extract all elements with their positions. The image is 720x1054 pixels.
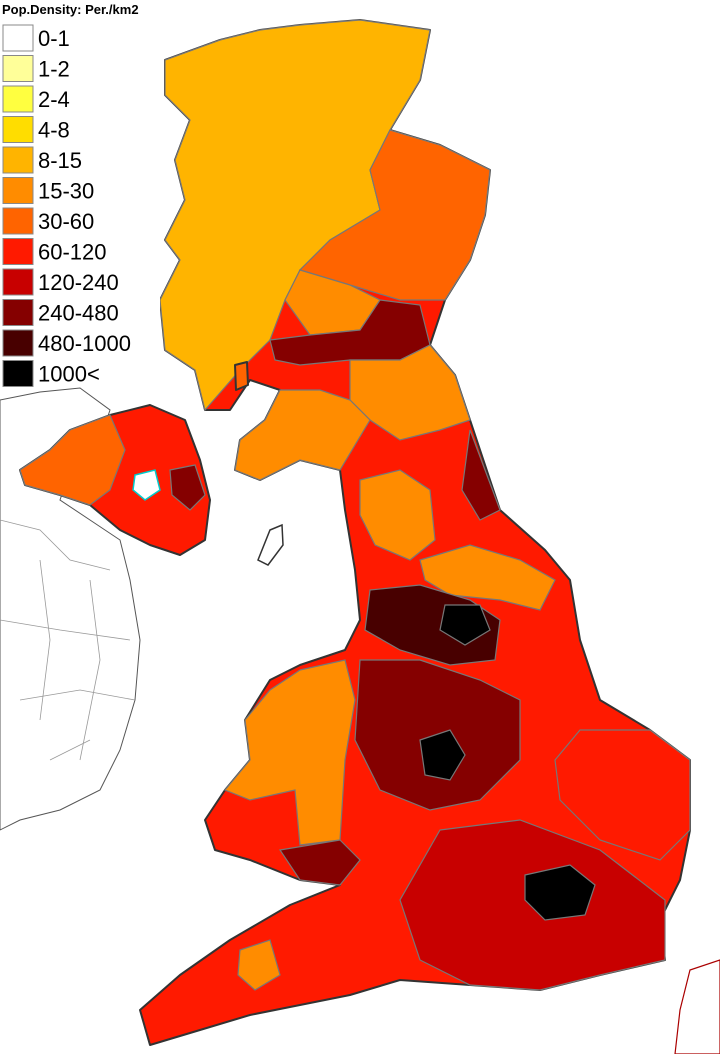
belfast <box>169 464 206 511</box>
legend-label: 4-8 <box>38 118 70 143</box>
france <box>674 959 720 1054</box>
legend-label: 480-1000 <box>38 331 131 356</box>
sheffield <box>439 604 491 646</box>
birmingham <box>419 729 466 781</box>
legend-swatch <box>2 207 34 235</box>
isle-of-man <box>257 523 284 566</box>
ireland-borders <box>0 519 136 761</box>
legend-label: 8-15 <box>38 148 82 173</box>
east-anglia <box>554 729 691 861</box>
wales-interior <box>224 659 356 846</box>
cumbria <box>359 469 436 561</box>
legend-swatch <box>2 116 34 143</box>
arran <box>234 361 249 391</box>
legend-label: 0-1 <box>38 26 70 51</box>
lough-neagh <box>132 469 161 501</box>
legend-label: 60-120 <box>38 240 107 265</box>
yorkshire-dales <box>419 544 556 611</box>
south-wales <box>278 839 361 886</box>
northeast <box>461 429 501 521</box>
legend-title: Pop.Density: Per./km2 <box>2 2 139 17</box>
legend-label: 15-30 <box>38 179 94 204</box>
legend-swatch <box>2 177 34 204</box>
legend-swatch <box>2 146 34 174</box>
dumfries <box>234 389 371 481</box>
legend-swatch <box>2 55 34 82</box>
legend-swatch <box>2 360 34 387</box>
legend-label: 2-4 <box>38 87 70 112</box>
legend-label: 240-480 <box>38 301 119 326</box>
legend-label: 1-2 <box>38 57 70 82</box>
legend-swatch <box>2 24 34 52</box>
legend-label: 120-240 <box>38 270 119 295</box>
ireland <box>0 387 141 831</box>
legend-swatch <box>2 238 34 265</box>
legend-swatch <box>2 268 34 296</box>
legend-label: 1000< <box>38 362 100 387</box>
legend-swatch <box>2 299 34 326</box>
dartmoor <box>237 939 281 991</box>
legend: Pop.Density: Per./km2 0-1 1-2 2-4 4-8 8-15 15… <box>0 0 160 387</box>
grampian <box>298 129 491 301</box>
legend-swatch <box>2 85 34 113</box>
legend-swatch <box>2 329 34 357</box>
london <box>524 864 596 921</box>
ni-west <box>19 414 126 506</box>
legend-label: 30-60 <box>38 209 94 234</box>
